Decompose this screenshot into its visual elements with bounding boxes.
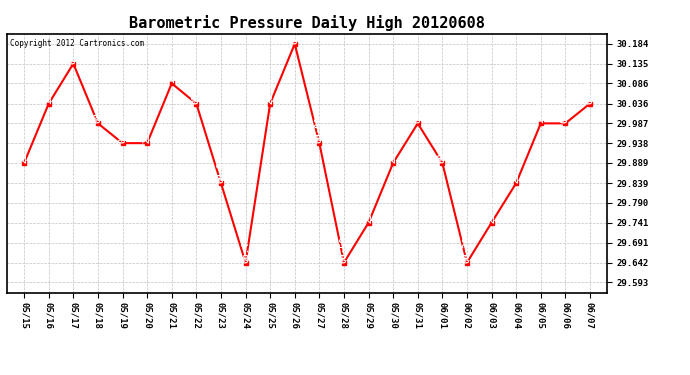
Text: 08:29: 08:29	[586, 77, 595, 104]
Text: 00:00: 00:00	[438, 136, 447, 163]
Text: 00:29: 00:29	[462, 236, 471, 262]
Text: 09:44: 09:44	[290, 17, 299, 44]
Text: 05:59: 05:59	[192, 77, 201, 104]
Text: 23:59: 23:59	[143, 116, 152, 143]
Text: 06:44: 06:44	[241, 236, 250, 262]
Text: 23:44: 23:44	[364, 196, 373, 223]
Text: 08:29: 08:29	[118, 116, 127, 143]
Text: 08:29: 08:29	[93, 96, 102, 123]
Text: 00:00: 00:00	[315, 116, 324, 143]
Text: 23:59: 23:59	[487, 196, 496, 223]
Text: 00:00: 00:00	[217, 156, 226, 183]
Text: 07:44: 07:44	[69, 37, 78, 64]
Text: 20:14: 20:14	[266, 77, 275, 104]
Text: Copyright 2012 Cartronics.com: Copyright 2012 Cartronics.com	[10, 39, 144, 48]
Title: Barometric Pressure Daily High 20120608: Barometric Pressure Daily High 20120608	[129, 15, 485, 31]
Text: 11:29: 11:29	[44, 77, 53, 104]
Text: 23:59: 23:59	[19, 136, 28, 163]
Text: 12:29: 12:29	[167, 57, 176, 83]
Text: 06:59: 06:59	[413, 96, 422, 123]
Text: 08:14: 08:14	[561, 96, 570, 123]
Text: 23:59: 23:59	[512, 156, 521, 183]
Text: 00:59: 00:59	[339, 236, 348, 262]
Text: 12:29: 12:29	[536, 96, 545, 123]
Text: 23:59: 23:59	[388, 136, 397, 163]
